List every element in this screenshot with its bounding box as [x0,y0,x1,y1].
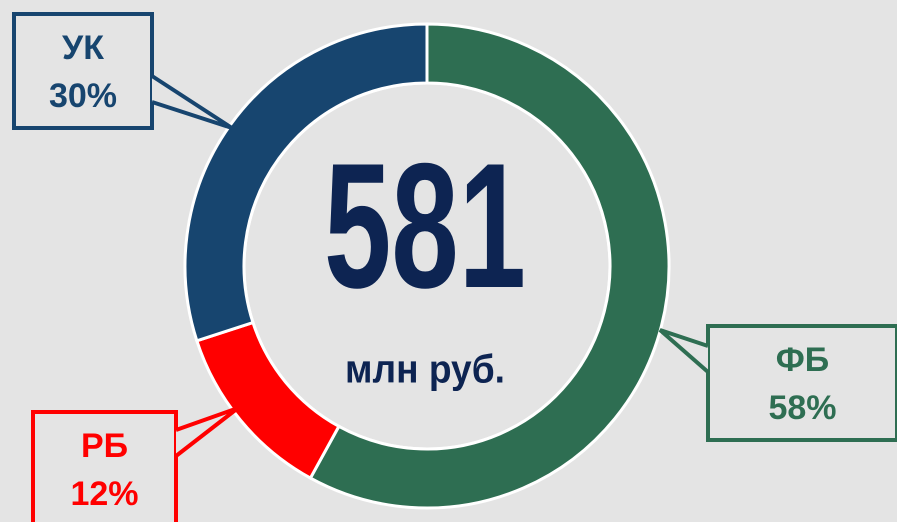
callout-name: УК [62,29,104,67]
callout-pointer [658,328,710,374]
callout-value: 12% [70,475,138,513]
callout-name: ФБ [776,341,829,379]
callout-value: 58% [768,389,836,427]
callout-box [31,410,178,522]
callout-value: 30% [49,77,117,115]
callout-box [706,324,897,442]
callout-pointer [150,74,234,130]
total: 581 [324,126,526,325]
donut [183,22,671,510]
callout-name: РБ [81,427,128,465]
callout-pointer [174,406,240,458]
callout-box [12,12,154,130]
donut-segment [183,22,429,343]
donut-segment [308,22,671,510]
total-unit: млн руб. [345,348,505,392]
